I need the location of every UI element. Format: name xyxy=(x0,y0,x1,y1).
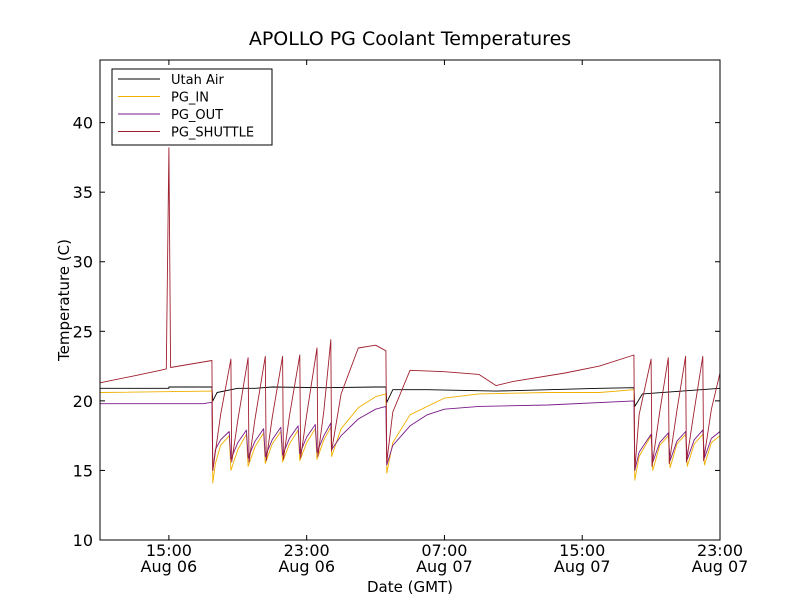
x-tick-label-date: Aug 07 xyxy=(554,557,611,576)
legend-label: PG_SHUTTLE xyxy=(171,126,254,141)
y-tick-label: 20 xyxy=(73,392,93,411)
legend: Utah Air PG_IN PG_OUT PG_SHUTTLE xyxy=(111,68,273,146)
y-tick-label: 35 xyxy=(73,183,93,202)
y-tick-label: 40 xyxy=(73,114,93,133)
x-tick-label-date: Aug 07 xyxy=(692,557,749,576)
y-tick-label: 30 xyxy=(73,253,93,272)
y-axis-label: Temperature (C) xyxy=(55,239,73,362)
legend-label: PG_IN xyxy=(171,91,209,106)
y-tick-label: 15 xyxy=(73,461,93,480)
x-tick-label-date: Aug 06 xyxy=(278,557,335,576)
chart-title: APOLLO PG Coolant Temperatures xyxy=(249,28,571,50)
x-tick-label-time: 15:00 xyxy=(146,541,192,560)
x-tick-label-time: 07:00 xyxy=(421,541,467,560)
x-axis-label: Date (GMT) xyxy=(367,578,453,596)
y-tick-label: 25 xyxy=(73,322,93,341)
x-tick-label-date: Aug 06 xyxy=(141,557,198,576)
legend-box xyxy=(111,68,273,146)
x-tick-label-time: 23:00 xyxy=(284,541,330,560)
legend-label: Utah Air xyxy=(171,73,224,88)
plot-area xyxy=(100,147,720,484)
x-tick-label-time: 15:00 xyxy=(559,541,605,560)
legend-label: PG_OUT xyxy=(171,108,223,123)
x-tick-label-date: Aug 07 xyxy=(416,557,473,576)
x-tick-label-time: 23:00 xyxy=(697,541,743,560)
y-tick-label: 10 xyxy=(73,531,93,550)
series-line-pg-shuttle xyxy=(100,147,720,471)
axes-frame xyxy=(99,59,721,541)
